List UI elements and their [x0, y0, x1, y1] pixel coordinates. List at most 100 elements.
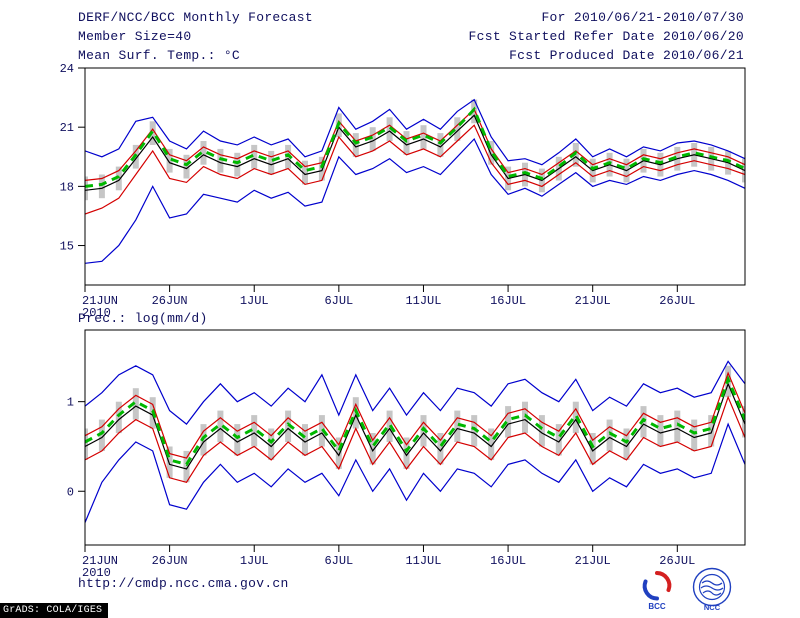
ensemble-spread-bar	[318, 156, 325, 181]
page-title: DERF/NCC/BCC Monthly Forecast	[78, 10, 313, 25]
series-upper-bound	[85, 108, 745, 181]
plot-frame	[84, 329, 746, 546]
y-tick-label: 1	[67, 396, 74, 410]
ensemble-spread-bar	[166, 148, 173, 173]
series-ensemble-min	[85, 422, 745, 523]
ensemble-spread-bar	[505, 406, 512, 438]
ensemble-spread-bar	[85, 176, 88, 201]
x-tick-label: 26JUN	[152, 554, 188, 568]
ensemble-spread-bar	[623, 428, 630, 460]
ensemble-spread-bar	[183, 450, 190, 483]
ensemble-spread-bar	[555, 424, 562, 456]
series-upper-bound	[85, 371, 745, 459]
y-tick-label: 18	[60, 180, 74, 194]
ensemble-spread-bar	[420, 125, 427, 149]
ensemble-spread-bar	[166, 446, 173, 478]
forecast-range-label: For 2010/06/21-2010/07/30	[541, 10, 744, 25]
x-tick-label: 26JUL	[659, 294, 695, 308]
x-tick-label: 6JUL	[324, 294, 353, 308]
y-tick-label: 15	[60, 240, 74, 254]
ensemble-spread-bar	[403, 131, 410, 155]
ensemble-spread-bar	[335, 437, 342, 469]
plot-area-1	[85, 360, 745, 523]
ensemble-spread-bar	[115, 166, 122, 191]
x-year-label: 2010	[82, 566, 111, 580]
ensemble-spread-bar	[132, 388, 139, 420]
bcc-logo-label: BCC	[648, 602, 666, 610]
ensemble-spread-bar	[302, 160, 308, 185]
x-tick-label: 21JUN	[82, 554, 118, 568]
x-tick-label: 6JUL	[324, 554, 353, 568]
ensemble-spread-bar	[352, 133, 359, 157]
series-ensemble-mean	[85, 382, 745, 470]
bcc-logo-icon: BCC	[642, 571, 672, 610]
ensemble-spread-bar	[98, 174, 105, 199]
ensemble-spread-bar	[285, 410, 292, 442]
x-tick-label: 21JUL	[575, 554, 611, 568]
ensemble-spread-bar	[85, 428, 88, 460]
refer-date-label: Fcst Started Refer Date 2010/06/20	[468, 29, 744, 44]
x-tick-label: 1JUL	[240, 554, 269, 568]
series-ensemble-min	[85, 137, 745, 264]
x-year-label: 2010	[82, 306, 111, 320]
x-tick-label: 26JUN	[152, 294, 188, 308]
ensemble-spread-bar	[522, 401, 528, 434]
y-tick-label: 24	[60, 62, 74, 76]
ensemble-spread-bar	[572, 143, 579, 167]
ensemble-spread-bar	[251, 144, 258, 169]
x-tick-label: 11JUL	[405, 294, 441, 308]
ensemble-spread-bar	[369, 433, 376, 465]
ensemble-spread-bar	[606, 419, 613, 451]
series-lower-bound	[85, 124, 745, 215]
ensemble-spread-bar	[251, 415, 258, 447]
ensemble-spread-bar	[217, 410, 224, 442]
ensemble-spread-bar	[657, 415, 664, 447]
plot-frame	[84, 67, 746, 286]
ensemble-spread-bar	[437, 133, 444, 157]
temp-panel-title: Mean Surf. Temp.: °C	[78, 48, 241, 63]
ensemble-spread-bar	[708, 415, 715, 447]
ensemble-spread-bar	[386, 117, 393, 141]
grads-credit: GrADS: COLA/IGES	[0, 603, 109, 618]
ensemble-spread-bar	[471, 415, 478, 447]
ensemble-spread-bar	[234, 152, 241, 177]
x-tick-label: 26JUL	[659, 554, 695, 568]
website-url: http://cmdp.ncc.cma.gov.cn	[78, 576, 289, 591]
series-ensemble-max	[85, 360, 745, 425]
ensemble-spread-bar	[268, 428, 275, 460]
ensemble-spread-bar	[589, 433, 596, 465]
ensemble-spread-bar	[183, 154, 190, 179]
ensemble-spread-bar	[454, 410, 461, 442]
x-tick-label: 16JUL	[490, 294, 526, 308]
produced-date-label: Fcst Produced Date 2010/06/21	[509, 48, 744, 63]
precip-panel-title: Prec.: log(mm/d)	[78, 311, 208, 326]
ncc-logo-icon: NCC	[692, 567, 732, 612]
x-tick-label: 21JUN	[82, 294, 118, 308]
y-tick-label: 0	[67, 485, 74, 499]
series-ensemble-max	[85, 98, 745, 166]
y-tick-label: 21	[60, 121, 74, 135]
series-ensemble-mean	[85, 114, 745, 191]
ensemble-spread-bar	[488, 141, 495, 165]
series-lower-bound	[85, 395, 745, 483]
ensemble-spread-bar	[302, 424, 308, 456]
ncc-logo-label: NCC	[704, 603, 721, 612]
plot-area-0	[85, 98, 745, 264]
ensemble-spread-bar	[234, 424, 241, 456]
x-tick-label: 21JUL	[575, 294, 611, 308]
ensemble-spread-bar	[115, 401, 122, 434]
x-tick-label: 16JUL	[490, 554, 526, 568]
ensemble-spread-bar	[488, 428, 495, 460]
series-ensemble-median	[85, 375, 745, 467]
series-ensemble-median	[85, 106, 745, 188]
ensemble-spread-bar	[674, 410, 681, 442]
ensemble-spread-bar	[98, 419, 105, 451]
ensemble-spread-bar	[538, 415, 545, 447]
ensemble-spread-bar	[217, 148, 224, 173]
header-right: For 2010/06/21-2010/07/30 Fcst Started R…	[469, 8, 744, 65]
ensemble-spread-bar	[369, 127, 376, 151]
header-left: DERF/NCC/BCC Monthly Forecast Member Siz…	[78, 8, 313, 65]
x-tick-label: 11JUL	[405, 554, 441, 568]
